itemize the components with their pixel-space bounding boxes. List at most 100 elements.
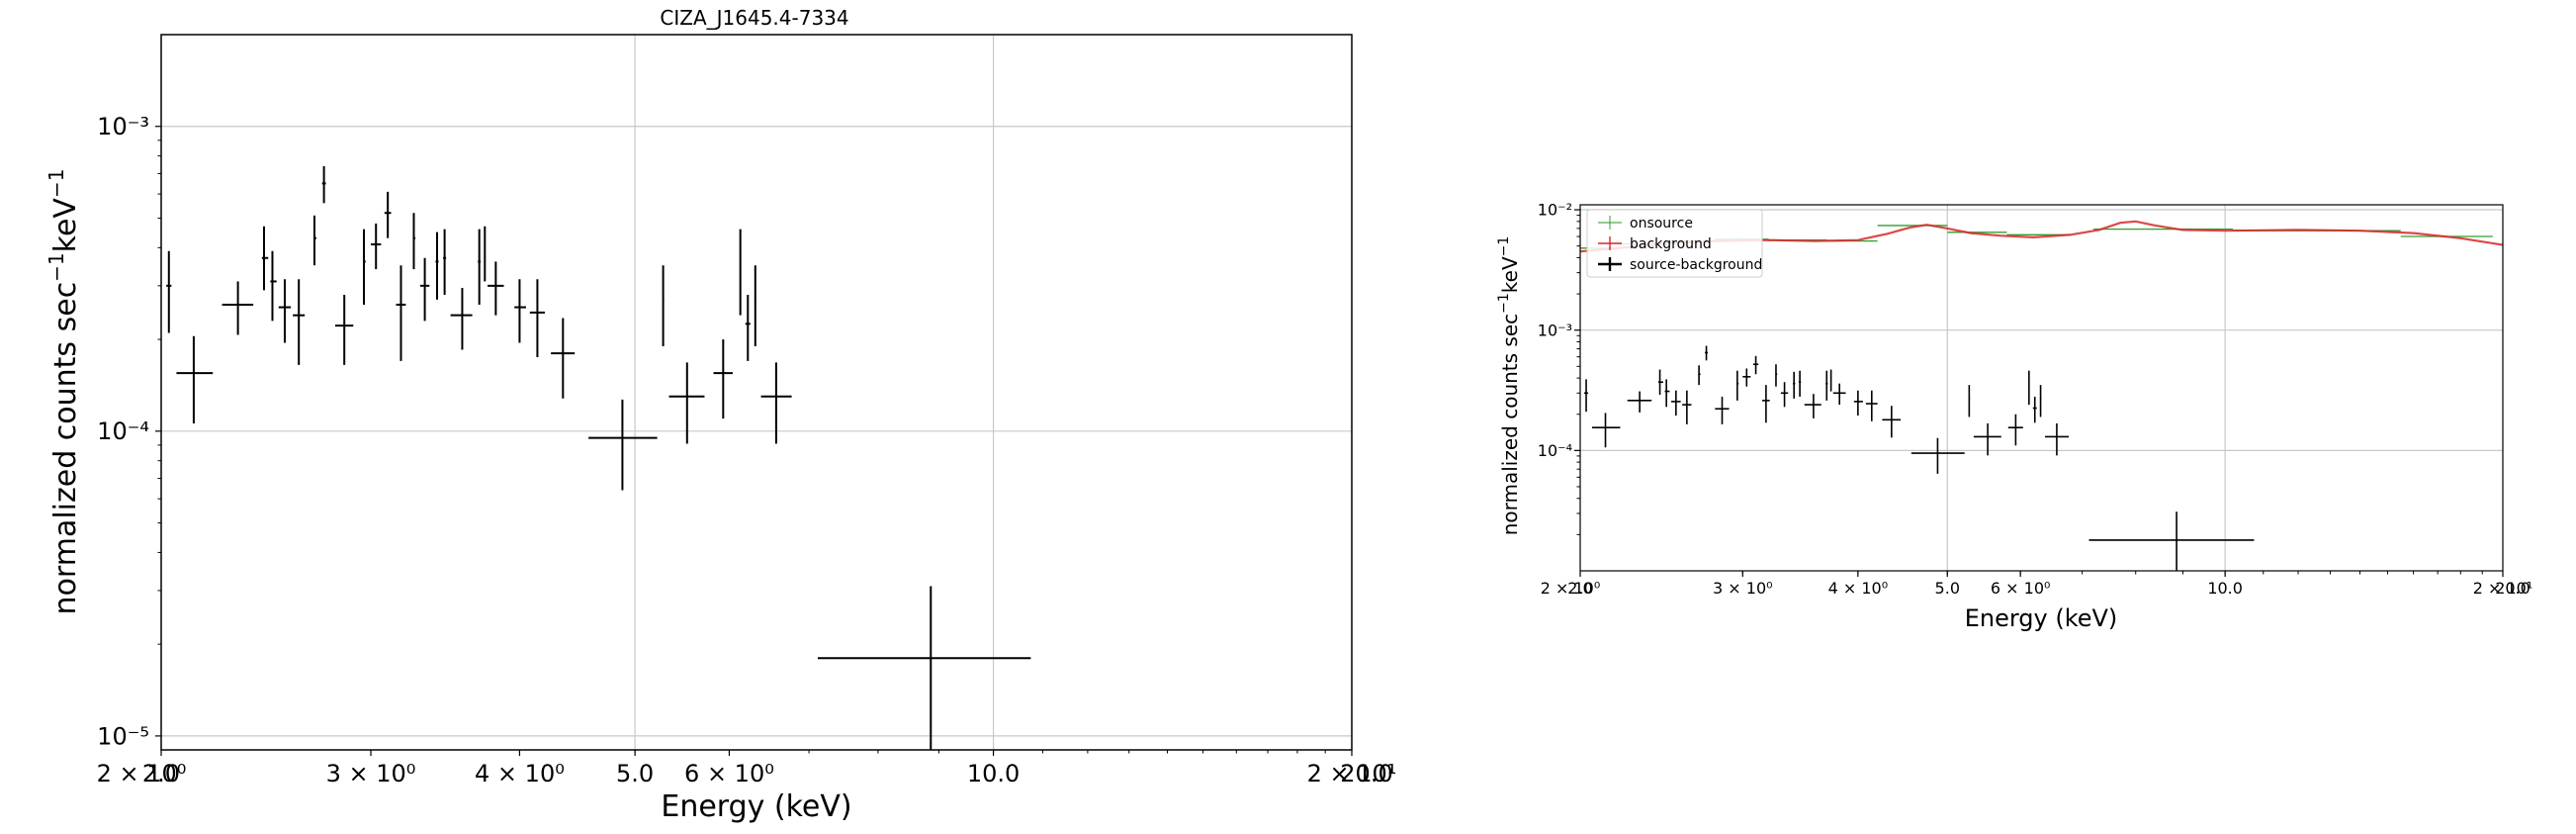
data-point xyxy=(435,232,439,300)
data-point xyxy=(2088,511,2255,571)
y-tick-label: 10⁻² xyxy=(1538,201,1572,220)
x-tick-label: 2 × 10⁰ xyxy=(1541,579,1601,598)
data-layer xyxy=(166,166,1031,750)
data-layer xyxy=(1579,220,2504,571)
data-point xyxy=(2007,414,2023,446)
data-point xyxy=(529,279,545,357)
data-point xyxy=(1853,390,1863,417)
data-point xyxy=(817,586,1031,750)
data-point xyxy=(176,335,214,424)
legend-label: background xyxy=(1630,236,1712,252)
data-point xyxy=(334,295,354,365)
data-point xyxy=(1715,396,1730,424)
legend-box xyxy=(1586,209,1763,278)
data-point xyxy=(1736,370,1739,401)
data-point xyxy=(1798,370,1802,397)
data-point xyxy=(713,339,733,419)
series-source-background xyxy=(1584,345,2255,571)
data-point xyxy=(478,229,482,305)
data-point xyxy=(760,362,792,444)
x-axis-label: Energy (keV) xyxy=(1965,604,2118,632)
data-point xyxy=(484,226,487,282)
data-point xyxy=(312,215,316,266)
data-point xyxy=(222,281,254,335)
data-point xyxy=(1793,371,1796,399)
x-tick-label: 2.0 xyxy=(1567,579,1592,598)
data-point xyxy=(384,191,392,238)
data-point xyxy=(2039,385,2042,417)
x-tick-label: 6 × 10⁰ xyxy=(1991,579,2051,598)
x-tick-label: 10.0 xyxy=(2207,579,2243,598)
data-point xyxy=(1752,355,1759,375)
data-point xyxy=(2045,422,2070,456)
y-tick-label: 10⁻³ xyxy=(1538,321,1572,339)
data-point xyxy=(1657,369,1663,396)
data-point xyxy=(166,250,172,333)
y-tick-label: 10⁻⁴ xyxy=(1538,441,1572,460)
data-point xyxy=(1910,437,1965,474)
x-tick-label: 2 × 10⁰ xyxy=(97,760,187,788)
data-point xyxy=(1742,368,1751,387)
x-tick-label: 4 × 10⁰ xyxy=(1828,579,1889,598)
data-point xyxy=(371,223,382,270)
data-point xyxy=(1775,364,1778,387)
data-point xyxy=(1705,345,1709,361)
plot-frame xyxy=(1579,204,2504,572)
y-tick-label: 10⁻⁴ xyxy=(97,417,149,445)
data-point xyxy=(293,279,306,365)
x-tick-label: 20.0 xyxy=(2495,579,2531,598)
data-point xyxy=(1882,406,1902,438)
data-point xyxy=(662,265,665,346)
data-point xyxy=(1591,413,1621,448)
y-axis-label: normalized counts sec−1keV−1 xyxy=(44,169,83,615)
legend-label: onsource xyxy=(1630,216,1693,232)
x-axis-label: Energy (keV) xyxy=(661,789,851,824)
x-tick-label: 2.0 xyxy=(142,760,180,788)
data-point xyxy=(588,399,658,491)
data-point xyxy=(1829,369,1832,392)
data-point xyxy=(419,257,430,322)
data-point xyxy=(739,229,742,316)
legend: onsource background source-background xyxy=(1586,209,1763,278)
data-point xyxy=(1762,385,1770,423)
data-point xyxy=(1584,379,1589,413)
x-tick-label: 2 × 10¹ xyxy=(1307,760,1397,788)
data-point xyxy=(278,279,292,343)
x-tick-label: 2 × 10¹ xyxy=(2473,579,2533,598)
x-tick-label: 3 × 10⁰ xyxy=(1713,579,1773,598)
data-point xyxy=(1664,379,1670,408)
data-point xyxy=(1682,390,1692,424)
legend-label: source-background xyxy=(1630,257,1762,273)
x-tick-label: 20.0 xyxy=(1340,760,1392,788)
series-background xyxy=(1579,220,2504,253)
data-point xyxy=(745,295,751,361)
y-tick-label: 10⁻⁵ xyxy=(97,722,149,750)
data-point xyxy=(551,318,576,399)
x-tick-label: 6 × 10⁰ xyxy=(684,760,774,788)
data-point xyxy=(1780,382,1789,408)
y-tick-label: 10⁻³ xyxy=(97,113,149,140)
data-point xyxy=(1832,383,1846,406)
x-tick-label: 4 × 10⁰ xyxy=(475,760,565,788)
data-point xyxy=(270,250,277,322)
data-point xyxy=(1671,390,1681,417)
x-tick-label: 5.0 xyxy=(616,760,654,788)
data-point xyxy=(261,226,269,291)
y-axis-label: normalized counts sec−1keV−1 xyxy=(1496,236,1522,536)
data-point xyxy=(1973,422,2001,456)
data-point xyxy=(1804,394,1821,418)
data-point xyxy=(668,362,705,444)
data-point xyxy=(1968,385,1971,417)
background-curve xyxy=(1579,220,2504,253)
data-point xyxy=(1627,391,1652,413)
data-point xyxy=(754,265,756,346)
data-point xyxy=(2032,396,2037,423)
x-tick-label: 5.0 xyxy=(1935,579,1960,598)
x-tick-label: 3 × 10⁰ xyxy=(326,760,416,788)
data-point xyxy=(450,288,473,350)
grid xyxy=(161,35,1352,750)
